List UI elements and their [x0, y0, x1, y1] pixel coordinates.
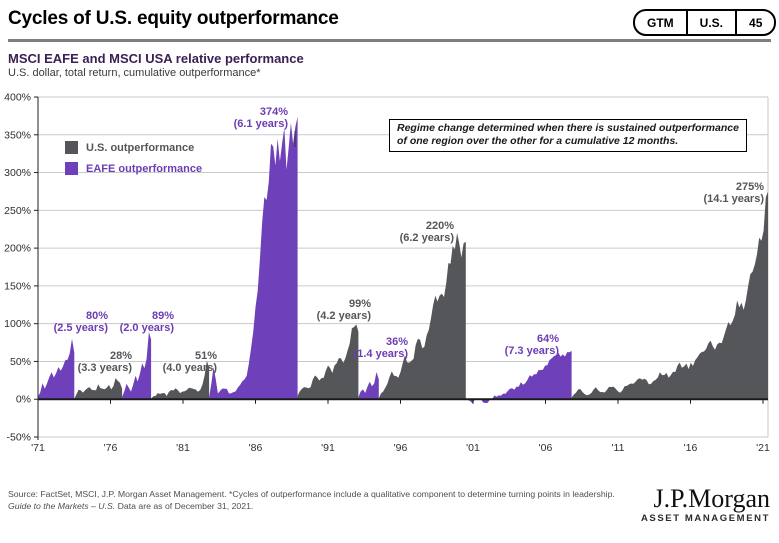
svg-text:64%(7.3 years): 64% (7.3 years): [505, 333, 560, 357]
source-note: Source: FactSet, MSCI, J.P. Morgan Asset…: [8, 489, 628, 512]
svg-text:'81: '81: [176, 442, 190, 454]
svg-text:275%(14.1 years): 275% (14.1 years): [703, 181, 764, 205]
svg-text:'21: '21: [756, 442, 770, 454]
svg-text:'71: '71: [31, 442, 45, 454]
chart-title: MSCI EAFE and MSCI USA relative performa…: [8, 51, 304, 66]
svg-text:374%(6.1 years): 374% (6.1 years): [234, 106, 289, 130]
title-divider: [8, 39, 771, 42]
legend-item-eafe: EAFE outperformance: [65, 158, 202, 179]
svg-text:'76: '76: [104, 442, 118, 454]
svg-text:400%: 400%: [4, 92, 31, 104]
gtm-badge-label: GTM: [647, 15, 674, 30]
chart-legend: U.S. outperformance EAFE outperformance: [65, 137, 202, 179]
svg-text:220%(6.2 years): 220% (6.2 years): [400, 220, 455, 244]
svg-text:350%: 350%: [4, 129, 31, 141]
svg-text:99%(4.2 years): 99% (4.2 years): [317, 298, 372, 322]
svg-text:0%: 0%: [16, 394, 31, 406]
svg-text:-50%: -50%: [6, 432, 31, 444]
svg-text:150%: 150%: [4, 280, 31, 292]
svg-text:250%: 250%: [4, 205, 31, 217]
source-line: Source: FactSet, MSCI, J.P. Morgan Asset…: [8, 489, 615, 499]
relative-performance-chart: 400% 350% 300% 250% 200% 150% 100% 50% 0% -50% '71…: [0, 88, 779, 460]
legend-item-us: U.S. outperformance: [65, 137, 202, 158]
jpmorgan-wordmark: J.P.Morgan: [653, 484, 770, 513]
svg-text:'16: '16: [684, 442, 698, 454]
svg-text:100%: 100%: [4, 318, 31, 330]
legend-label-eafe: EAFE outperformance: [86, 162, 203, 175]
regime-change-note: Regime change determined when there is s…: [389, 119, 747, 152]
svg-text:80%(2.5 years): 80% (2.5 years): [54, 310, 109, 334]
svg-text:89%(2.0 years): 89% (2.0 years): [120, 310, 175, 334]
legend-label-us: U.S. outperformance: [86, 141, 195, 154]
eafe-swatch-icon: [65, 162, 78, 175]
svg-text:'11: '11: [612, 442, 625, 454]
us-swatch-icon: [65, 141, 78, 154]
svg-text:300%: 300%: [4, 167, 31, 179]
gtm-page-badge: GTM U.S. 45: [633, 9, 777, 36]
page-title: Cycles of U.S. equity outperformance: [8, 8, 339, 29]
gtm-badge-page-number: 45: [749, 15, 763, 30]
svg-text:'91: '91: [321, 442, 335, 454]
svg-text:50%: 50%: [10, 356, 31, 368]
svg-text:36%(1.4 years): 36% (1.4 years): [354, 336, 409, 360]
svg-text:200%: 200%: [4, 243, 31, 255]
gtm-badge-region: U.S.: [685, 11, 738, 34]
svg-text:'01: '01: [466, 442, 480, 454]
asset-management-label: ASSET MANAGEMENT: [640, 513, 770, 524]
svg-text:'06: '06: [539, 442, 553, 454]
chart-canvas: 400% 350% 300% 250% 200% 150% 100% 50% 0% -50%'71…: [4, 92, 770, 455]
svg-text:'86: '86: [249, 442, 263, 454]
svg-text:51%(4.0 years): 51% (4.0 years): [163, 350, 218, 374]
svg-text:28%(3.3 years): 28% (3.3 years): [78, 350, 133, 374]
asof-line: Guide to the Markets – U.S. Data are as …: [8, 500, 254, 511]
svg-text:'96: '96: [394, 442, 408, 454]
jpmorgan-logo: J.P.Morgan ASSET MANAGEMENT: [640, 484, 770, 525]
chart-subtitle: U.S. dollar, total return, cumulative ou…: [8, 67, 261, 79]
